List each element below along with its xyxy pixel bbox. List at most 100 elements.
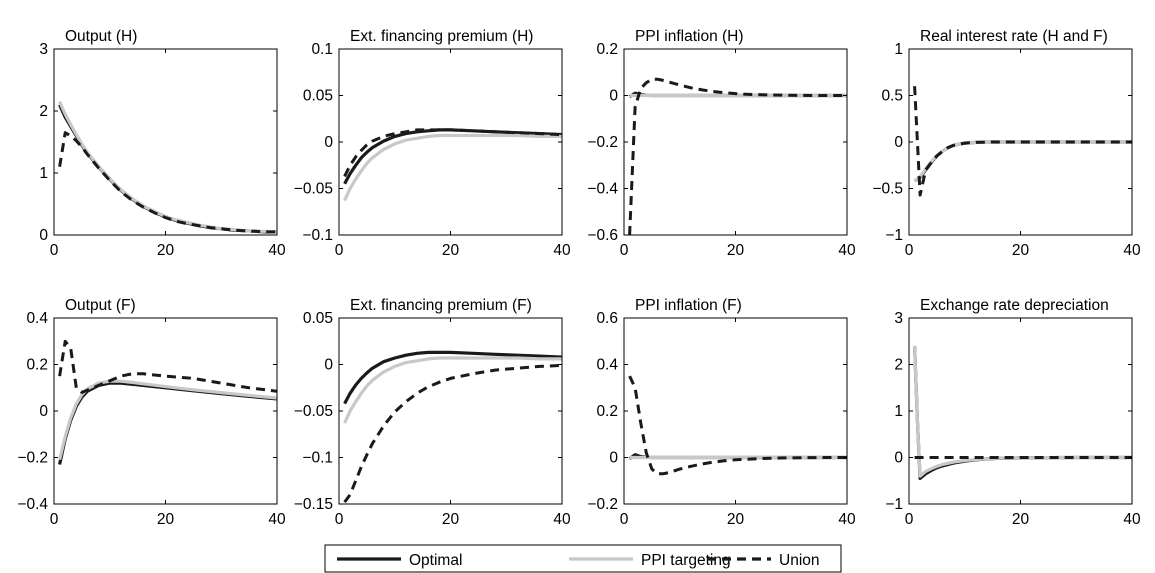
y-tick-label: 0 (39, 227, 48, 244)
panel-title: Ext. financing premium (H) (350, 28, 533, 45)
y-tick-label: −0.2 (587, 134, 618, 151)
x-tick-label: 20 (442, 511, 460, 528)
y-tick-label: −0.05 (294, 403, 333, 420)
panel-output-h: Output (H) 0 1 2 3 0 20 40 (39, 28, 286, 259)
y-tick-label: 1 (39, 165, 48, 182)
y-tick-label: −0.15 (294, 496, 333, 513)
x-tick-label: 40 (1123, 242, 1141, 259)
series-lines (343, 350, 562, 503)
x-tick-label: 0 (50, 242, 59, 259)
x-tick-label: 40 (838, 242, 856, 259)
x-tick-label: 0 (905, 511, 914, 528)
y-tick-label: 0 (894, 450, 903, 467)
x-tick-label: 0 (905, 242, 914, 259)
y-tick-label: 0 (324, 357, 333, 374)
y-tick-label: −0.4 (17, 496, 48, 513)
x-tick-label: 40 (553, 242, 571, 259)
y-tick-label: 0.05 (303, 310, 333, 327)
y-tick-label: 0.5 (881, 88, 903, 105)
series-line-union (913, 86, 1132, 197)
y-tick-label: 1 (894, 403, 903, 420)
y-tick-label: 0.2 (596, 403, 618, 420)
panel-title: Real interest rate (H and F) (920, 28, 1108, 45)
y-tick-label: −0.05 (294, 181, 333, 198)
y-tick-label: 2 (894, 357, 903, 374)
y-tick-label: −1 (885, 496, 903, 513)
series-lines (628, 375, 847, 476)
y-tick-label: 1 (894, 41, 903, 58)
x-tick-label: 0 (335, 511, 344, 528)
x-tick-label: 20 (442, 242, 460, 259)
series-line-union (343, 363, 562, 503)
series-line-union (628, 77, 847, 235)
series-line-union (628, 375, 847, 476)
y-tick-label: −0.6 (587, 227, 618, 244)
x-tick-label: 0 (620, 511, 629, 528)
y-tick-label: 0.4 (26, 310, 48, 327)
legend-label-ppi-targeting: PPI targeting (641, 552, 731, 569)
x-tick-label: 20 (727, 242, 745, 259)
panel-title: Ext. financing premium (F) (350, 297, 532, 314)
series-line-optimal (58, 104, 277, 234)
series-lines (343, 128, 562, 202)
y-tick-label: 0 (324, 134, 333, 151)
y-tick-label: −0.5 (872, 181, 903, 198)
y-tick-label: 0.2 (26, 357, 48, 374)
panel-ppi-inflation-f: PPI inflation (F)−0.200.20.40.60 20 40 (587, 297, 856, 528)
y-tick-label: 0 (609, 88, 618, 105)
y-tick-label: −0.2 (587, 496, 618, 513)
series-line-optimal (343, 350, 562, 405)
axes-frame (908, 317, 1133, 505)
series-lines (913, 345, 1132, 480)
y-tick-label: 3 (39, 41, 48, 58)
x-tick-label: 20 (1012, 242, 1030, 259)
series-line-union (343, 128, 562, 178)
panel-title: Output (H) (65, 28, 137, 45)
x-tick-label: 20 (1012, 511, 1030, 528)
series-lines (58, 101, 277, 234)
x-tick-label: 0 (335, 242, 344, 259)
panel-title: PPI inflation (H) (635, 28, 744, 45)
y-tick-label: 0 (894, 134, 903, 151)
series-line-ppi-targeting (343, 133, 562, 202)
y-tick-label: −0.4 (587, 181, 618, 198)
series-lines (58, 339, 277, 465)
legend-label-union: Union (779, 552, 820, 569)
y-tick-label: −0.2 (17, 450, 48, 467)
y-tick-label: −1 (885, 227, 903, 244)
x-tick-label: 40 (553, 511, 571, 528)
y-tick-label: 0.4 (596, 357, 618, 374)
y-tick-label: −0.1 (302, 227, 333, 244)
x-tick-label: 40 (1123, 511, 1141, 528)
y-tick-label: 0.6 (596, 310, 618, 327)
y-tick-label: 2 (39, 103, 48, 120)
x-tick-label: 20 (727, 511, 745, 528)
y-tick-label: −0.1 (302, 450, 333, 467)
series-line-ppi-targeting (58, 101, 277, 234)
axes-frame (623, 48, 848, 236)
panel-real-interest-rate-h-and-f: Real interest rate (H and F) −1 −0.5 0 0.5 1 0… (872, 28, 1141, 259)
axes-frame (53, 48, 278, 236)
series-line-union (58, 131, 277, 234)
y-tick-label: 0.1 (311, 41, 333, 58)
panel-title: Exchange rate depreciation (920, 297, 1109, 314)
axes-frame (53, 317, 278, 505)
legend: Optimal PPI targeting Union (324, 544, 842, 573)
panel-title: PPI inflation (F) (635, 297, 742, 314)
x-tick-label: 40 (268, 511, 286, 528)
series-lines (628, 77, 847, 235)
panel-ppi-inflation-h: PPI inflation (H) −0.6 −0.4 −0.2 0 0.2 0 20 40 (587, 28, 856, 259)
x-tick-label: 0 (620, 242, 629, 259)
panel-output-f: Output (F) −0.4 −0.2 0 0.2 0.4 0 20 40 (17, 297, 286, 528)
axes-frame (623, 317, 848, 505)
legend-label-optimal: Optimal (409, 552, 462, 569)
y-tick-label: 0 (39, 403, 48, 420)
x-tick-label: 40 (838, 511, 856, 528)
x-tick-label: 0 (50, 511, 59, 528)
y-tick-label: 0 (609, 450, 618, 467)
panel-title: Output (F) (65, 297, 136, 314)
y-tick-label: 0.2 (596, 41, 618, 58)
panel-ext-financing-premium-h: Ext. financing premium (H) −0.1 −0.05 0 0.05… (294, 28, 571, 259)
